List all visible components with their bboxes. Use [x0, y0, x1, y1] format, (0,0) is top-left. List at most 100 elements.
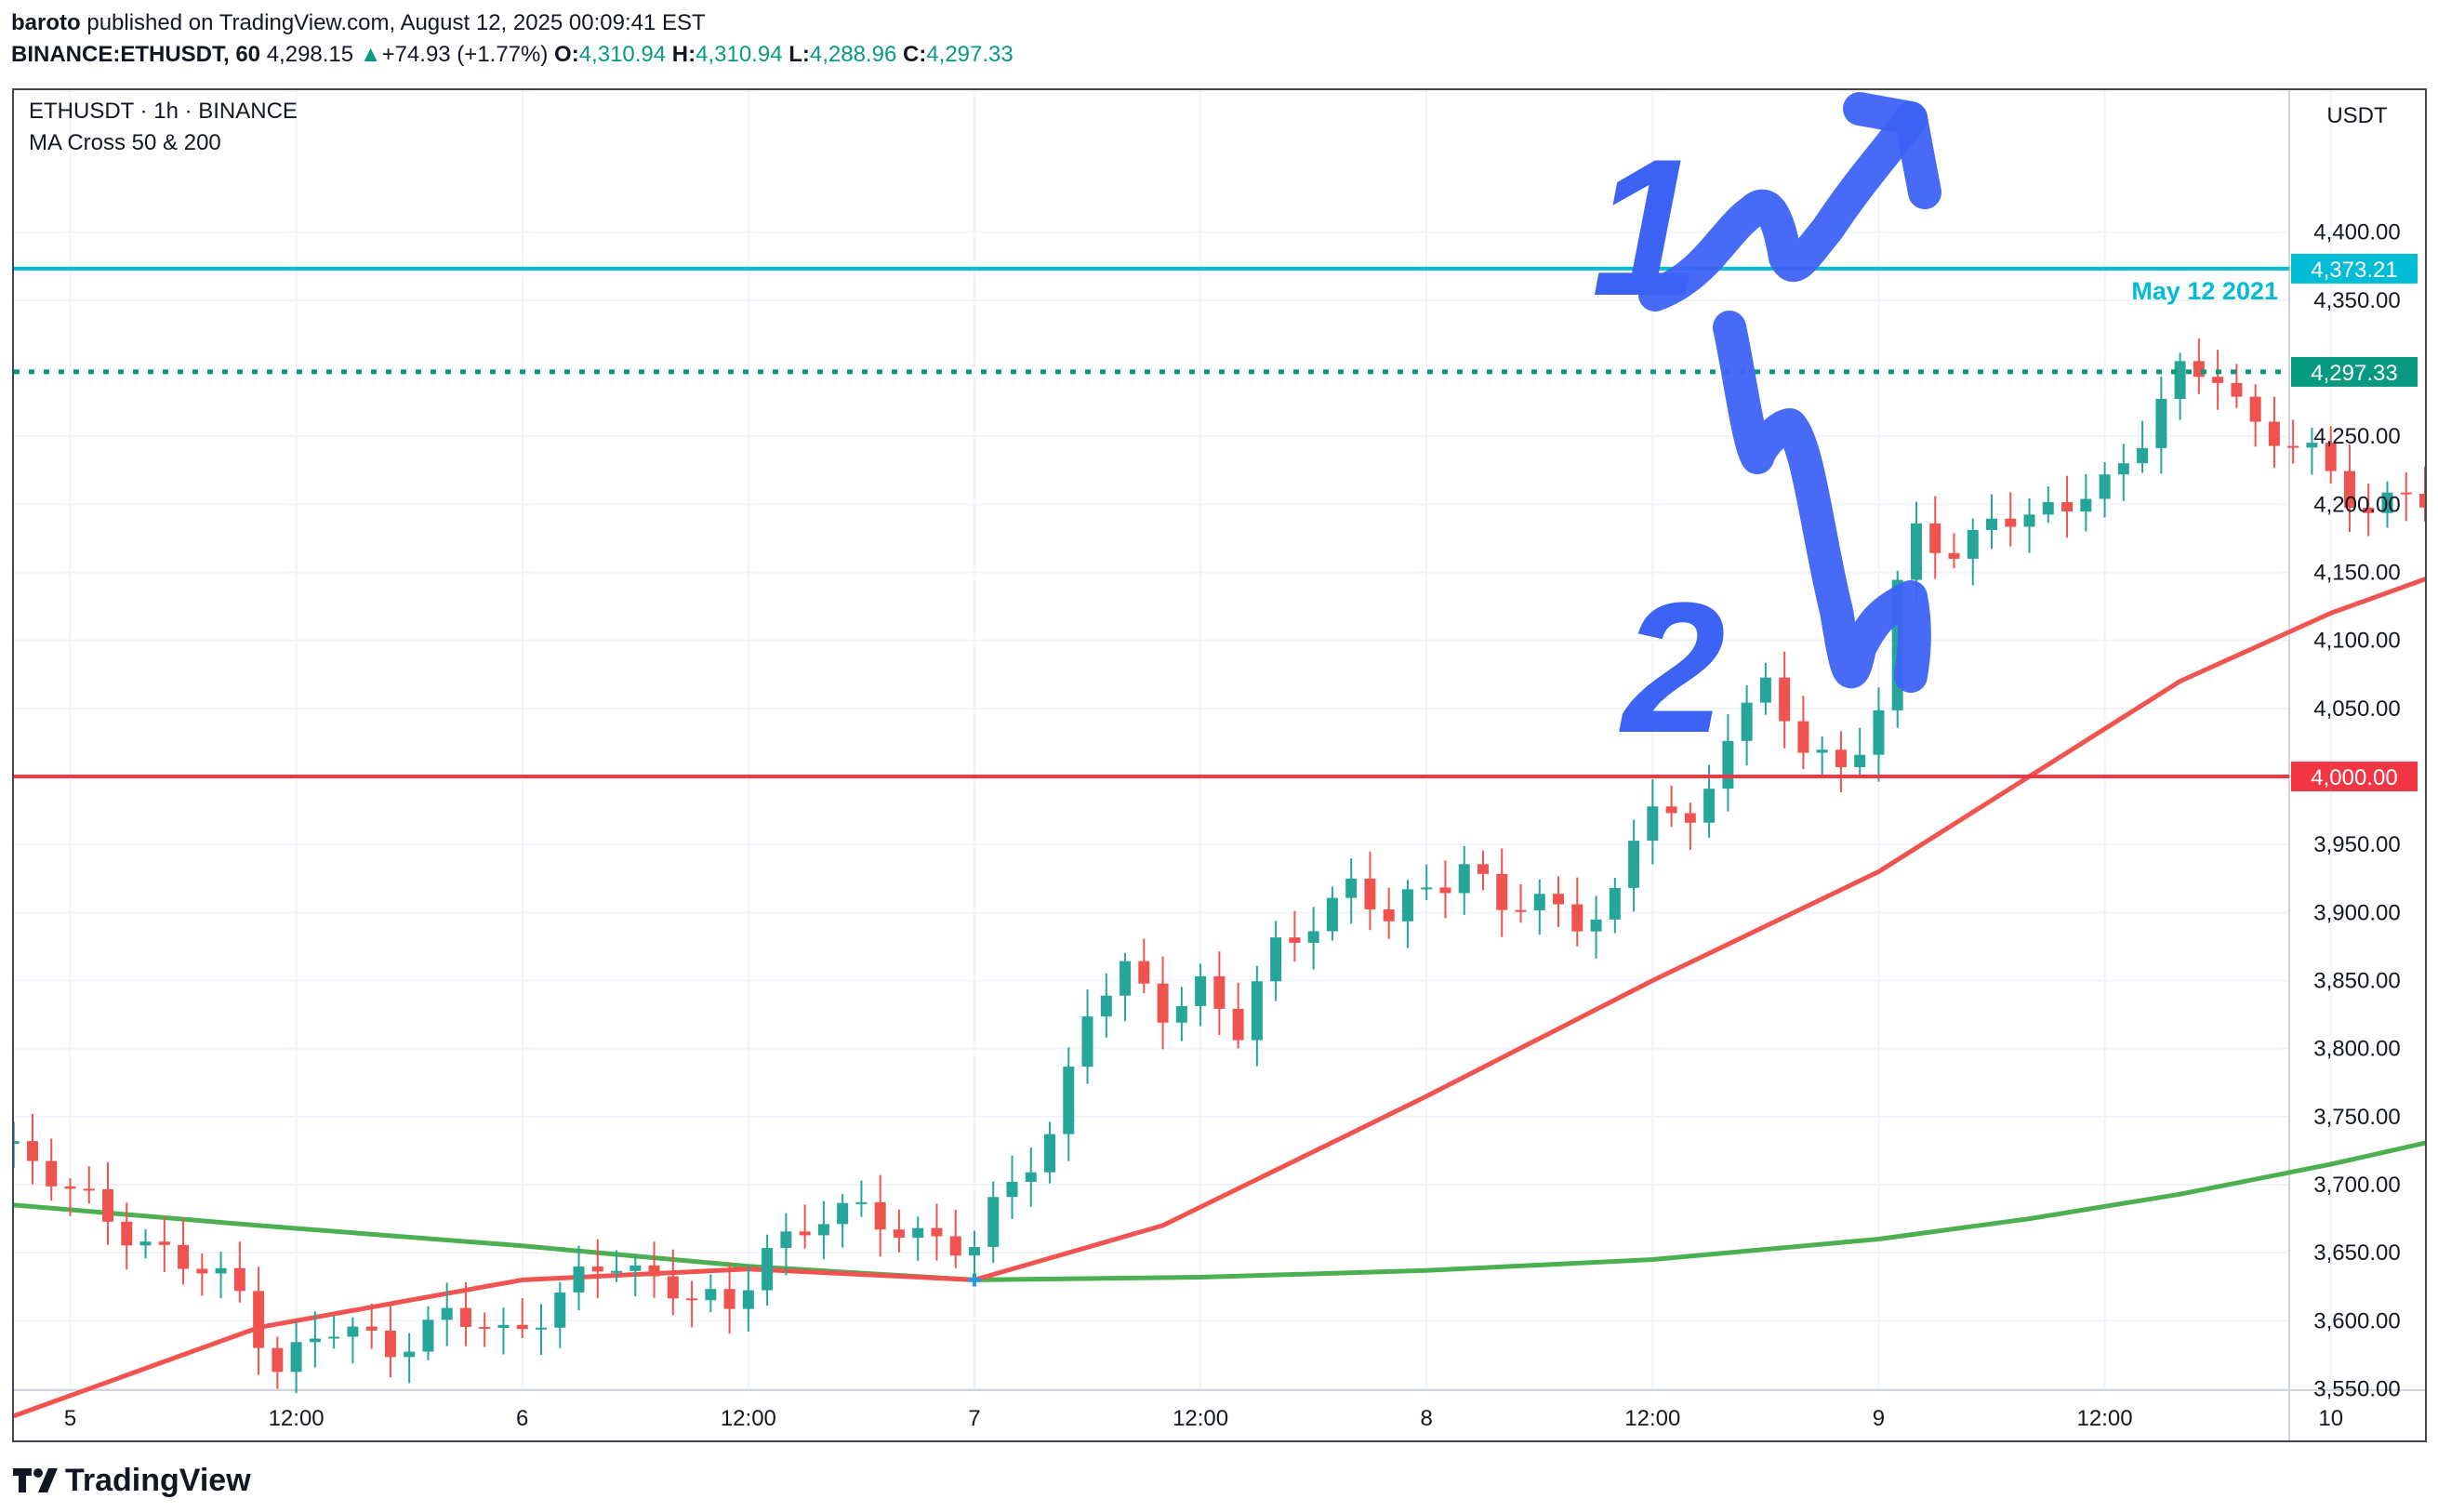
- candle-body: [1910, 523, 1922, 580]
- moving-averages: [14, 577, 2425, 1419]
- candle-body: [347, 1326, 359, 1337]
- candle-body: [2042, 501, 2054, 515]
- candle-body: [1307, 931, 1319, 943]
- change-arrow-icon: ▲: [359, 42, 382, 67]
- candle-body: [46, 1161, 58, 1187]
- candle-body: [1948, 552, 1960, 559]
- level-annotation: May 12 2021: [2131, 277, 2278, 305]
- candle-body: [2325, 443, 2337, 471]
- candle-body: [1439, 887, 1451, 894]
- candle-body: [2155, 398, 2167, 448]
- candle-body: [328, 1336, 340, 1339]
- candle-body: [686, 1298, 698, 1301]
- candle-body: [83, 1188, 95, 1191]
- candle-body: [2343, 471, 2355, 508]
- candle-body: [2231, 382, 2243, 397]
- time-tick-label: 5: [64, 1406, 76, 1431]
- time-tick-label: 12:00: [2077, 1406, 2133, 1431]
- level-price-label: 4,297.33: [2311, 361, 2397, 386]
- candle-body: [1703, 789, 1716, 823]
- ma50-line: [14, 577, 2425, 1419]
- symbol-label: BINANCE:ETHUSDT, 60: [11, 42, 261, 67]
- candle-body: [1270, 937, 1282, 982]
- scenario-2-arrow: [1713, 311, 1931, 693]
- time-tick-label: 10: [2318, 1406, 2343, 1431]
- price-tick-label: 3,850.00: [2313, 968, 2400, 993]
- close-value: 4,297.33: [926, 42, 1014, 67]
- level-price-label: 4,000.00: [2311, 765, 2397, 790]
- scenario-1-arrowhead: [1843, 92, 1941, 209]
- scenario-2-number: 2: [1618, 564, 1725, 772]
- price-tick-label: 4,350.00: [2313, 288, 2400, 313]
- price-tick-label: 3,750.00: [2313, 1105, 2400, 1130]
- candle-body: [1515, 909, 1527, 912]
- publish-info: published on TradingView.com, August 12,…: [80, 10, 706, 35]
- candle-body: [233, 1267, 245, 1292]
- candle-body: [1364, 878, 1376, 909]
- candle-body: [516, 1324, 528, 1330]
- candle-body: [272, 1347, 284, 1373]
- time-tick-label: 12:00: [721, 1406, 776, 1431]
- time-tick-label: 8: [1421, 1406, 1433, 1431]
- candle-body: [196, 1268, 208, 1274]
- candle-body: [1571, 904, 1583, 932]
- price-tick-label: 4,100.00: [2313, 629, 2400, 654]
- legend-indicator[interactable]: MA Cross 50 & 200: [29, 130, 221, 155]
- candle-body: [1590, 919, 1602, 932]
- author-name[interactable]: baroto: [11, 10, 81, 35]
- level-price-tag: [2291, 253, 2418, 284]
- candle-body: [158, 1241, 170, 1245]
- candle-body: [1081, 1016, 1093, 1068]
- candle-body: [497, 1324, 510, 1329]
- candle-body: [1458, 864, 1470, 894]
- price-tick-label: 4,400.00: [2313, 220, 2400, 245]
- candle-body: [817, 1224, 829, 1236]
- candle-body: [1665, 806, 1677, 814]
- candle-body: [1553, 894, 1565, 905]
- scenario-1-number: 1: [1592, 118, 1701, 337]
- price-tick-label: 4,200.00: [2313, 492, 2400, 517]
- candle-body: [893, 1229, 905, 1239]
- candle-body: [290, 1342, 302, 1373]
- candle-body: [2193, 361, 2205, 378]
- candle-body: [253, 1291, 265, 1348]
- candle-body: [931, 1227, 943, 1237]
- candle-body: [1496, 873, 1508, 910]
- candle-body: [2400, 492, 2412, 495]
- candle-body: [611, 1270, 623, 1273]
- price-tick-label: 3,950.00: [2313, 832, 2400, 857]
- candle-body: [365, 1326, 378, 1331]
- candle-body: [705, 1289, 717, 1301]
- publish-line: baroto published on TradingView.com, Aug…: [11, 7, 1014, 39]
- candle-body: [1609, 887, 1621, 920]
- candle-body: [2249, 396, 2261, 422]
- candle-body: [837, 1202, 849, 1225]
- candle-body: [1175, 1005, 1187, 1023]
- price-axis: USDT3,500.003,550.003,600.003,650.003,70…: [2313, 103, 2400, 1401]
- horizontal-levels: 4,373.21 May 12 2021 4,297.33 4,000.00: [14, 253, 2418, 791]
- candle-body: [1251, 981, 1263, 1041]
- candle-body: [14, 1141, 20, 1145]
- price-tick-label: 3,600.00: [2313, 1308, 2400, 1333]
- candle-body: [1157, 983, 1169, 1023]
- candle-body: [1854, 754, 1866, 767]
- candle-body: [1401, 889, 1413, 922]
- chart-legend[interactable]: ETHUSDT · 1h · BINANCE MA Cross 50 & 200: [29, 96, 298, 159]
- time-tick-label: 12:00: [1173, 1406, 1228, 1431]
- candle-body: [667, 1276, 679, 1299]
- time-tick-label: 6: [516, 1406, 528, 1431]
- quote-line: BINANCE:ETHUSDT, 60 4,298.15 ▲+74.93 (+1…: [11, 39, 1014, 71]
- currency-label: USDT: [2326, 103, 2388, 128]
- tradingview-logo[interactable]: TradingView: [13, 1462, 251, 1499]
- candle-body: [1044, 1134, 1056, 1173]
- candle-body: [479, 1326, 491, 1329]
- candle-body: [949, 1236, 961, 1256]
- candle-body: [855, 1201, 868, 1204]
- hand-drawings: 12: [1592, 92, 1941, 772]
- candle-body: [1967, 529, 1979, 559]
- candle-body: [1100, 995, 1112, 1017]
- candle-body: [1741, 702, 1753, 741]
- time-tick-label: 12:00: [269, 1406, 325, 1431]
